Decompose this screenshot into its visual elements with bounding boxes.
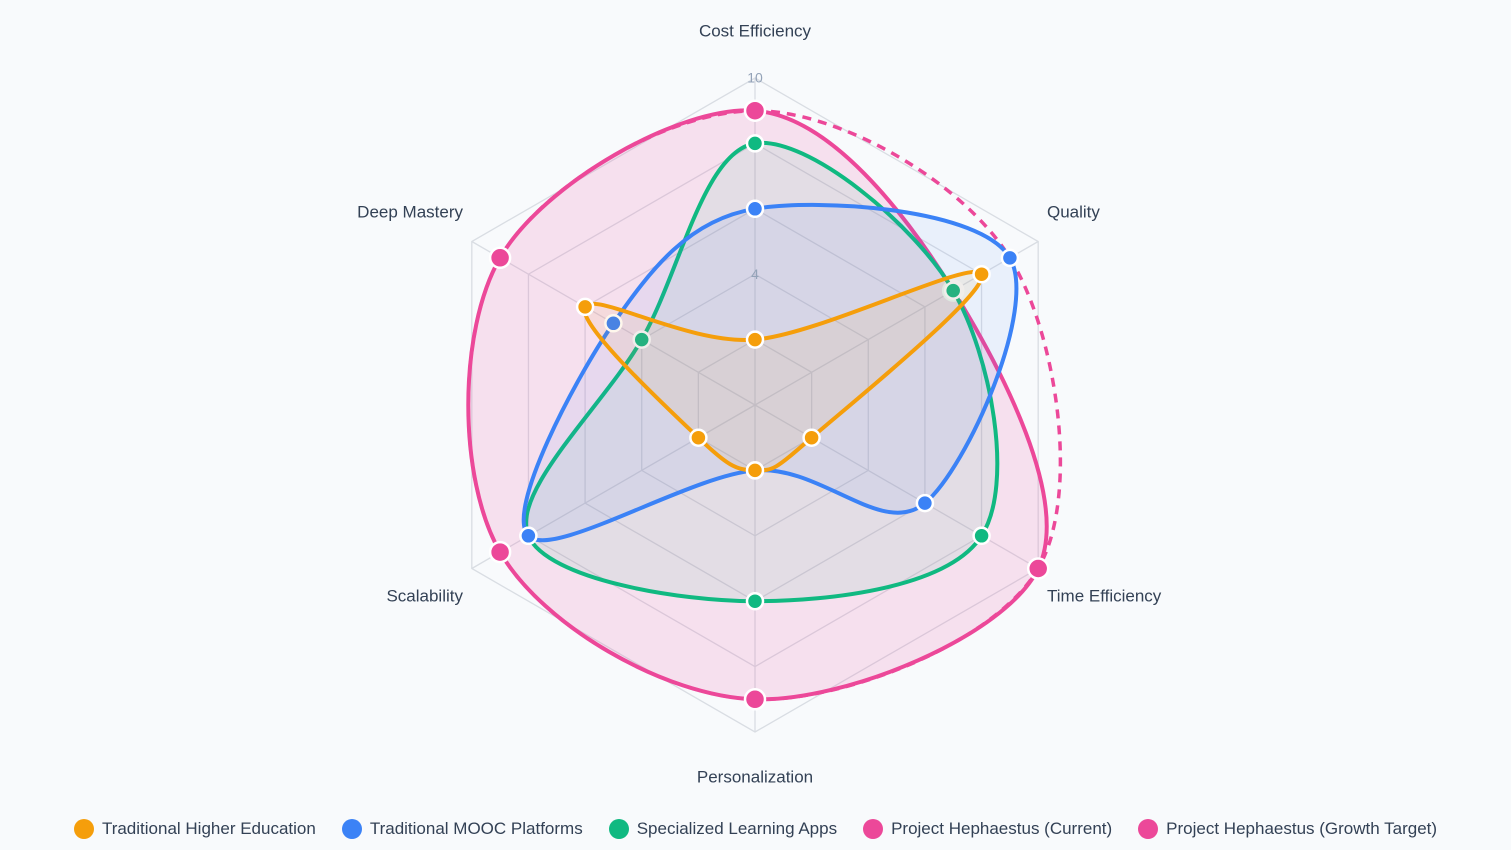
legend-label: Specialized Learning Apps — [636, 819, 838, 838]
axis-label: Cost Efficiency — [699, 21, 812, 40]
legend-label: Project Hephaestus (Growth Target) — [1166, 819, 1438, 838]
grid-spoke — [754, 240, 1039, 406]
data-point[interactable] — [689, 428, 708, 447]
data-point[interactable] — [743, 688, 767, 711]
data-point[interactable] — [972, 526, 991, 546]
series-0 — [575, 264, 991, 480]
legend-item[interactable]: Project Hephaestus (Growth Target) — [1138, 819, 1437, 839]
data-point[interactable] — [972, 264, 991, 284]
data-point[interactable] — [743, 99, 767, 122]
data-point[interactable] — [745, 199, 765, 219]
data-point[interactable] — [802, 428, 821, 447]
data-point[interactable] — [745, 134, 765, 153]
axis-label: Quality — [1047, 202, 1100, 221]
data-point[interactable] — [604, 314, 623, 333]
legend-swatch — [341, 819, 362, 839]
data-point[interactable] — [488, 540, 512, 564]
grid-spoke — [754, 404, 1039, 570]
legend-item[interactable]: Traditional Higher Education — [73, 819, 316, 839]
series-3 — [466, 99, 1050, 711]
tick-label: 4 — [751, 266, 759, 282]
legend-swatch — [863, 819, 884, 839]
legend-label: Traditional Higher Education — [101, 819, 316, 838]
data-point[interactable] — [632, 330, 651, 349]
legend-swatch — [1138, 819, 1159, 839]
axis-label: Deep Mastery — [357, 202, 463, 221]
data-point[interactable] — [745, 330, 765, 349]
data-point[interactable] — [915, 493, 935, 513]
legend-swatch — [608, 819, 629, 839]
data-point[interactable] — [745, 461, 765, 480]
axis-label: Personalization — [697, 767, 813, 786]
legend-item[interactable]: Traditional MOOC Platforms — [341, 819, 583, 839]
series-2 — [519, 134, 1000, 611]
data-point[interactable] — [1000, 248, 1020, 268]
grid-spoke — [471, 404, 756, 570]
legend-item[interactable]: Specialized Learning Apps — [608, 819, 838, 839]
axis-label: Time Efficiency — [1047, 586, 1162, 605]
legend-label: Project Hephaestus (Current) — [891, 819, 1113, 838]
axis-label: Scalability — [386, 586, 463, 605]
data-point[interactable] — [1026, 557, 1050, 580]
radar-series-layer — [466, 99, 1063, 711]
data-point[interactable] — [943, 281, 963, 300]
chart-legend: Traditional Higher Education Traditional … — [0, 812, 1511, 846]
legend-swatch — [73, 819, 94, 839]
data-point[interactable] — [575, 297, 595, 317]
data-point[interactable] — [488, 246, 512, 270]
legend-item[interactable]: Project Hephaestus (Current) — [863, 819, 1112, 839]
radar-labels: Cost Efficiency Quality Time Efficiency Per… — [357, 21, 1162, 786]
data-point[interactable] — [519, 526, 538, 546]
radar-chart-svg: Cost Efficiency Quality Time Efficiency Per… — [357, 21, 1162, 786]
data-point[interactable] — [745, 591, 765, 611]
legend-label: Traditional MOOC Platforms — [369, 819, 583, 838]
tick-label: 10 — [747, 70, 763, 86]
